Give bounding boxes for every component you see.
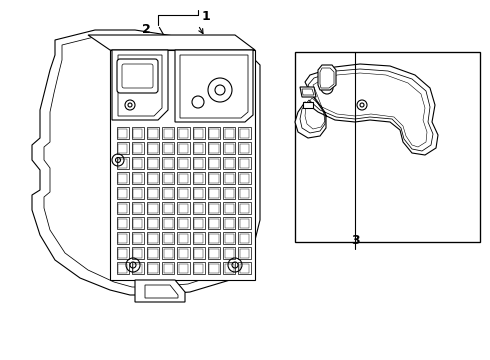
Polygon shape (112, 50, 168, 120)
Polygon shape (110, 50, 255, 280)
Text: 1: 1 (202, 10, 211, 23)
FancyBboxPatch shape (117, 59, 158, 93)
Circle shape (360, 103, 364, 107)
Circle shape (128, 103, 132, 107)
Polygon shape (175, 50, 253, 122)
Polygon shape (300, 87, 316, 97)
FancyBboxPatch shape (122, 64, 153, 88)
Polygon shape (303, 102, 313, 108)
Polygon shape (135, 280, 185, 302)
Text: 2: 2 (142, 23, 151, 36)
Polygon shape (88, 35, 255, 50)
Text: 3: 3 (351, 234, 359, 247)
Polygon shape (318, 65, 336, 90)
Polygon shape (295, 64, 438, 155)
